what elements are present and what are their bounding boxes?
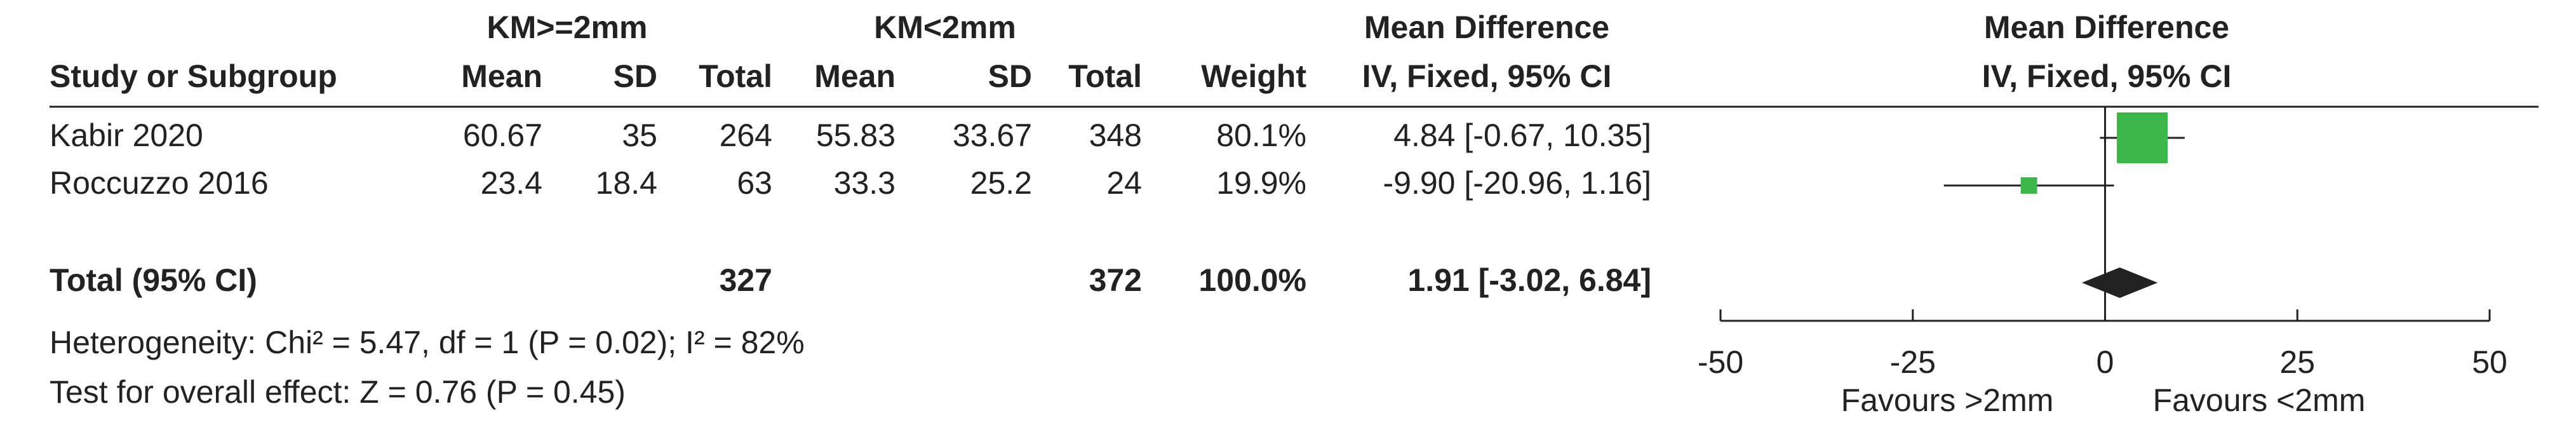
cell: Total (95% CI) <box>50 262 257 298</box>
cell: 327 <box>720 262 772 298</box>
cell: 55.83 <box>816 118 896 153</box>
column-header: IV, Fixed, 95% CI <box>1982 58 2232 94</box>
cell: 80.1% <box>1216 118 1306 153</box>
column-header: Mean <box>814 58 896 94</box>
cell: 18.4 <box>596 165 657 201</box>
cell: 63 <box>737 165 772 201</box>
cell: 33.3 <box>834 165 896 201</box>
cell: 23.4 <box>481 165 542 201</box>
column-header: Study or Subgroup <box>50 58 337 94</box>
group-header: Mean Difference <box>1364 10 1609 45</box>
effect-square <box>2117 112 2168 164</box>
overall-effect: Test for overall effect: Z = 0.76 (P = 0… <box>50 374 626 410</box>
cell: Kabir 2020 <box>50 118 203 153</box>
group-header: KM<2mm <box>874 10 1016 45</box>
group-header: Mean Difference <box>1984 10 2229 45</box>
summary-diamond <box>2081 267 2158 298</box>
cell: 372 <box>1089 262 1142 298</box>
cell: 33.67 <box>953 118 1032 153</box>
column-header: Total <box>1068 58 1142 94</box>
cell: Roccuzzo 2016 <box>50 165 269 201</box>
x-label: Favours >2mm <box>1841 382 2054 418</box>
column-header: Mean <box>461 58 542 94</box>
cell: 24 <box>1106 165 1142 201</box>
effect-square <box>2020 177 2037 194</box>
x-label: Favours <2mm <box>2153 382 2366 418</box>
x-tick-label: -25 <box>1890 344 1936 380</box>
x-tick-label: 25 <box>2279 344 2315 380</box>
cell: 25.2 <box>970 165 1032 201</box>
column-header: Weight <box>1201 58 1306 94</box>
x-tick-label: 50 <box>2472 344 2507 380</box>
x-tick-label: -50 <box>1698 344 1743 380</box>
group-header: KM>=2mm <box>487 10 648 45</box>
cell: 264 <box>720 118 772 153</box>
cell: 35 <box>622 118 657 153</box>
cell: 4.84 [-0.67, 10.35] <box>1393 118 1651 153</box>
heterogeneity: Heterogeneity: Chi² = 5.47, df = 1 (P = … <box>50 325 805 360</box>
cell: 348 <box>1089 118 1142 153</box>
column-header: IV, Fixed, 95% CI <box>1362 58 1612 94</box>
cell: 19.9% <box>1216 165 1306 201</box>
column-header: SD <box>988 58 1032 94</box>
column-header: Total <box>699 58 772 94</box>
cell: 100.0% <box>1198 262 1306 298</box>
x-tick-label: 0 <box>2096 344 2114 380</box>
column-header: SD <box>614 58 657 94</box>
cell: 1.91 [-3.02, 6.84] <box>1407 262 1651 298</box>
cell: 60.67 <box>463 118 542 153</box>
cell: -9.90 [-20.96, 1.16] <box>1383 165 1651 201</box>
